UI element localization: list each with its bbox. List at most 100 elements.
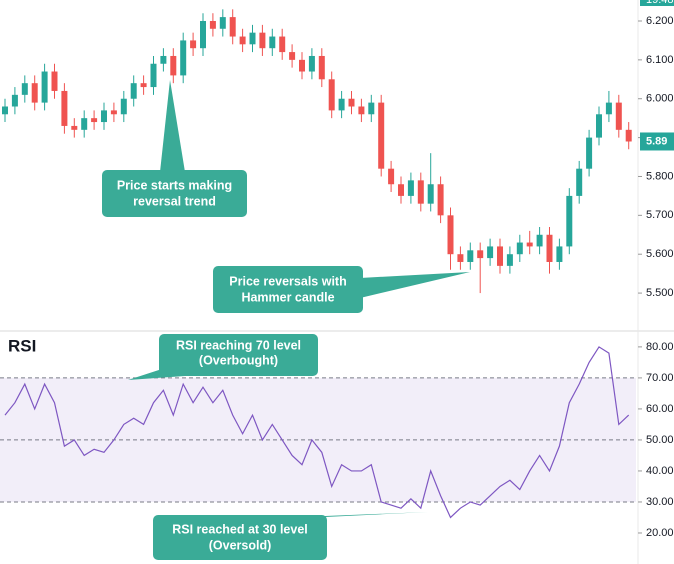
candle-body: [487, 246, 494, 259]
candle-body: [219, 17, 226, 29]
candle-body: [110, 110, 117, 115]
time-label-box: [640, 0, 674, 6]
y-tick-label: 5.500: [646, 287, 674, 299]
callout-pointer: [360, 272, 470, 298]
callout-text: (Oversold): [209, 538, 272, 552]
candle-body: [338, 98, 345, 111]
candle-body: [457, 254, 464, 262]
callout-box: [213, 266, 363, 313]
y-tick-label: 6.200: [646, 15, 674, 27]
candle-body: [269, 36, 276, 49]
candle-body: [81, 118, 88, 130]
y-tick-label: 5.800: [646, 170, 674, 182]
candle-body: [190, 40, 197, 49]
candle-body: [497, 246, 503, 266]
callout-box: [159, 334, 318, 376]
candle-body: [31, 83, 38, 103]
candle-body: [180, 40, 187, 76]
candle-body: [566, 195, 573, 247]
price-label-box: [640, 132, 674, 151]
candle-body: [51, 71, 58, 91]
time-label: 19:48: [646, 0, 674, 6]
callout-pointer: [300, 512, 428, 517]
callout-text: Hammer candle: [241, 290, 334, 304]
candle-body: [358, 106, 365, 115]
candle-body: [467, 250, 474, 262]
candle-body: [506, 254, 513, 266]
candle-body: [160, 55, 167, 64]
callout-text: Price reversals with: [229, 274, 346, 288]
candle-body: [348, 98, 355, 107]
candle-body: [21, 83, 28, 95]
candle-body: [41, 71, 48, 103]
candle-body: [625, 129, 632, 142]
candle-body: [150, 63, 157, 88]
price-label: 5.89: [646, 135, 667, 147]
candle-body: [477, 250, 484, 259]
candle-body: [328, 79, 335, 111]
candle-body: [417, 180, 424, 204]
candle-body: [407, 180, 414, 196]
candle-body: [398, 184, 404, 196]
candle-body: [556, 246, 563, 262]
candle-body: [170, 55, 177, 76]
y-tick-label: 50.00: [646, 434, 674, 446]
y-tick-label: 40.00: [646, 465, 674, 477]
y-tick-label: 6.000: [646, 93, 674, 105]
y-tick-label: 5.600: [646, 248, 674, 260]
y-tick-label: 20.00: [646, 527, 674, 539]
y-tick-label: 5.700: [646, 209, 674, 221]
candle-body: [615, 102, 622, 130]
candle-body: [130, 83, 137, 99]
candle-body: [388, 168, 395, 185]
candle-body: [200, 20, 206, 49]
candle-body: [259, 32, 266, 49]
candle-body: [516, 242, 523, 255]
candle-body: [239, 36, 246, 45]
callout-box: [102, 170, 247, 217]
candle-body: [576, 168, 583, 196]
candle-body: [546, 234, 553, 262]
candle-body: [61, 90, 68, 126]
callout-text: (Overbought): [199, 353, 278, 367]
candle-body: [437, 184, 444, 216]
y-tick-label: 30.00: [646, 496, 674, 508]
candle-body: [378, 102, 385, 169]
candle-body: [308, 55, 315, 72]
y-tick-label: 70.00: [646, 372, 674, 384]
candle-body: [536, 234, 543, 247]
y-tick-label: 6.100: [646, 54, 674, 66]
candle-body: [605, 102, 612, 115]
y-tick-label: 80.00: [646, 341, 674, 353]
candle-body: [596, 114, 602, 138]
callout-pointer: [160, 80, 185, 172]
callout-text: RSI reached at 30 level: [172, 522, 308, 536]
callout-text: reversal trend: [133, 194, 216, 208]
callout-text: Price starts making: [117, 178, 232, 192]
candle-body: [586, 137, 593, 169]
candle-body: [447, 215, 454, 255]
rsi-line: [4, 346, 630, 519]
candle-body: [91, 118, 98, 123]
y-tick-label: 60.00: [646, 403, 674, 415]
candle-body: [279, 36, 286, 53]
candle-body: [249, 32, 256, 45]
candle-body: [427, 184, 434, 204]
rsi-title: RSI: [8, 336, 36, 355]
candle-body: [11, 94, 18, 107]
candle-body: [368, 102, 375, 115]
candle-body: [299, 59, 305, 72]
candle-body: [71, 125, 78, 130]
callout-text: RSI reaching 70 level: [176, 338, 301, 352]
candle-body: [318, 55, 325, 80]
candle-body: [229, 17, 236, 37]
candle-body: [209, 20, 216, 29]
candle-body: [2, 106, 8, 115]
candle-body: [289, 52, 296, 60]
candle-body: [101, 110, 107, 123]
candle-body: [526, 242, 533, 247]
candle-body: [140, 83, 147, 88]
callout-box: [153, 515, 327, 560]
candle-body: [120, 98, 127, 115]
